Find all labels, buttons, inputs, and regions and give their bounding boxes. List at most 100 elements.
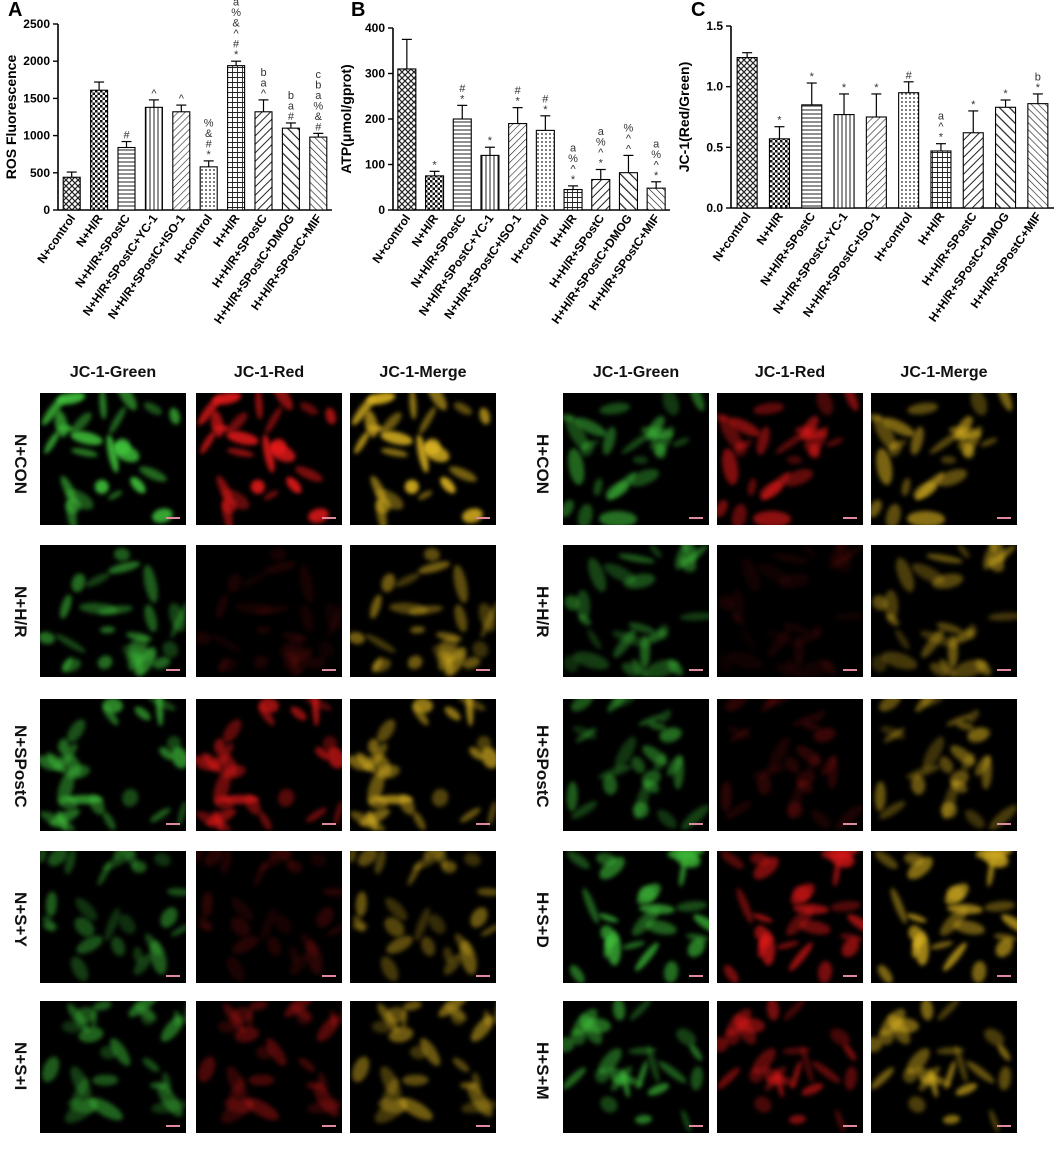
bar <box>62 176 81 211</box>
cell-blob <box>430 787 451 810</box>
significance-mark: * <box>810 71 815 83</box>
significance-mark: b <box>1035 71 1041 83</box>
cell-blob <box>810 1058 843 1086</box>
cell-blob <box>65 795 103 805</box>
micrograph-left-n-h-r-jc-1-green <box>40 545 186 677</box>
cell-blob <box>201 891 215 918</box>
micrograph-left-n-spostc-jc-1-red <box>196 699 342 831</box>
cell-blob <box>563 498 577 520</box>
cell-blob <box>639 635 650 668</box>
cell-blob <box>107 559 142 577</box>
significance-mark: * <box>939 132 944 144</box>
cell-blob <box>148 805 173 825</box>
significance-mark: a <box>233 0 240 9</box>
y-tick-label: 200 <box>365 112 385 126</box>
scale-bar <box>476 517 490 519</box>
cell-blob <box>283 474 305 496</box>
bar <box>172 111 191 211</box>
cell-blob <box>632 455 649 464</box>
cell-blob <box>906 400 939 416</box>
cell-blob <box>99 625 115 634</box>
significance-mark: * <box>874 82 879 94</box>
micrograph-right-h-spostc-jc-1-green <box>563 699 709 831</box>
significance-mark: * <box>488 135 493 147</box>
cell-blob <box>363 631 399 656</box>
bar <box>397 68 417 211</box>
cell-blob <box>831 801 863 831</box>
bar <box>281 127 300 211</box>
column-header: JC-1-Merge <box>379 364 467 381</box>
cell-blob <box>257 810 275 831</box>
cell-blob <box>797 917 832 937</box>
significance-mark: ^ <box>654 159 660 171</box>
cell-blob <box>332 800 342 826</box>
cell-blob <box>983 899 1016 913</box>
significance-mark: a <box>598 126 605 138</box>
cell-blob <box>263 559 298 577</box>
cell-blob <box>788 1114 807 1125</box>
bar <box>535 129 555 211</box>
cell-blob <box>312 904 338 931</box>
cell-blob <box>965 707 982 724</box>
cell-blob <box>418 934 438 959</box>
cell-blob <box>304 805 329 825</box>
cell-blob <box>68 428 104 449</box>
cell-blob <box>888 886 910 925</box>
cell-blob <box>934 1001 962 1023</box>
scale-bar <box>997 823 1011 825</box>
bar <box>424 175 445 211</box>
cell-blob <box>729 502 749 525</box>
scale-bar <box>689 823 703 825</box>
cell-blob <box>793 635 804 668</box>
cell-blob <box>251 653 271 672</box>
cell-blob <box>566 780 579 812</box>
cell-blob <box>962 806 988 831</box>
significance-mark: % <box>651 149 661 161</box>
cell-blob <box>40 1054 63 1086</box>
significance-mark: * <box>460 93 465 105</box>
y-tick-label: 0.5 <box>706 140 723 154</box>
cell-blob <box>752 400 785 416</box>
cell-blob <box>106 488 124 502</box>
significance-mark: % <box>596 137 606 149</box>
micrograph-left-n-s-i-jc-1-red <box>196 1001 342 1133</box>
row-label: N+SPostC <box>11 725 30 808</box>
column-header: JC-1-Red <box>754 364 826 381</box>
cell-blob <box>662 960 680 983</box>
significance-mark: * <box>1003 88 1008 100</box>
significance-mark: # <box>123 130 130 142</box>
significance-mark: ^ <box>626 133 632 145</box>
significance-mark: ^ <box>938 121 944 133</box>
significance-mark: % <box>313 100 323 112</box>
significance-mark: b <box>260 67 266 79</box>
cell-blob <box>808 806 834 831</box>
cell-blob <box>995 1042 1013 1063</box>
bar <box>508 123 528 211</box>
cell-blob <box>268 393 297 414</box>
cell-blob <box>213 592 231 620</box>
significance-mark: * <box>1036 82 1041 94</box>
cell-blob <box>721 962 741 983</box>
cell-blob <box>477 406 492 426</box>
cell-blob <box>752 510 792 525</box>
row-label: N+H/R <box>11 586 30 638</box>
cell-blob <box>751 1092 775 1116</box>
cell-blob <box>306 1082 324 1090</box>
cell-blob <box>800 1080 825 1098</box>
cell-blob <box>196 1054 219 1086</box>
panel-a-chart: A ROS Fluorescence 0 500 1000 1500 2000 2500 N+c… <box>3 0 332 327</box>
panel-letter: B <box>351 0 365 21</box>
cell-blob <box>401 1074 429 1087</box>
significance-mark: # <box>515 85 522 97</box>
row-label: N+CON <box>11 434 30 494</box>
significance-mark: b <box>315 79 321 91</box>
cell-blob <box>224 428 260 449</box>
cell-blob <box>262 488 280 502</box>
cell-blob <box>409 1045 428 1060</box>
cell-blob <box>734 886 756 925</box>
cell-blob <box>597 1092 621 1116</box>
significance-mark: c <box>316 69 322 81</box>
bar <box>930 150 952 209</box>
cell-blob <box>876 699 905 715</box>
cell-blob <box>450 1055 472 1075</box>
